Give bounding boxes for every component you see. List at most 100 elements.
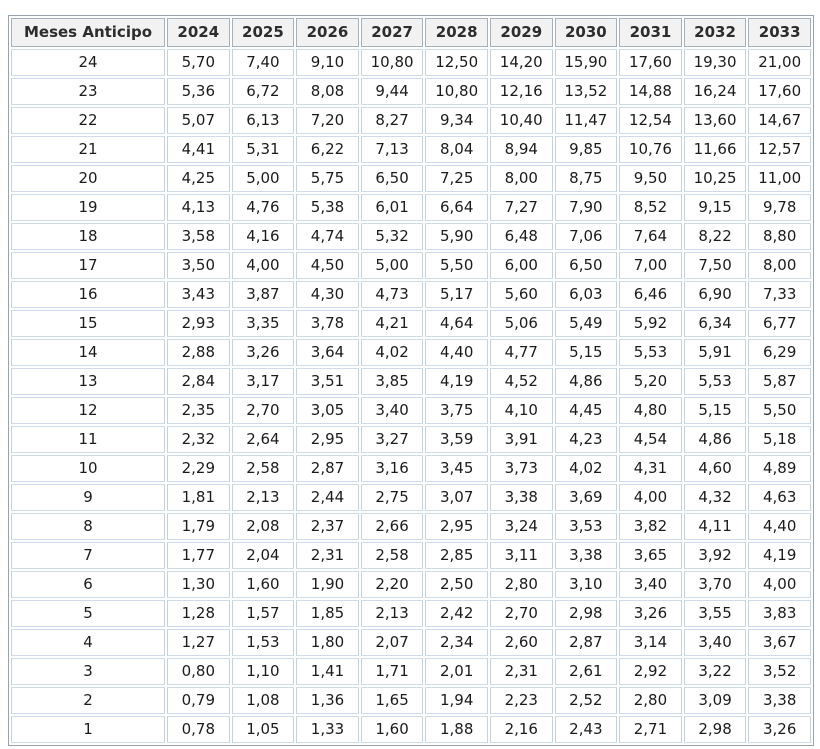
- value-cell: 14,20: [489, 49, 553, 76]
- value-cell: 9,85: [554, 136, 618, 163]
- value-cell: 2,58: [360, 542, 424, 569]
- value-cell: 0,78: [167, 716, 230, 743]
- value-cell: 12,50: [425, 49, 488, 76]
- value-cell: 9,15: [683, 194, 747, 221]
- value-cell: 4,16: [231, 223, 295, 250]
- table-row: 5 1,28 1,57 1,85 2,13 2,42 2,70 2,98 3,26 3,55 3,8…: [11, 600, 811, 627]
- value-cell: 1,28: [167, 600, 230, 627]
- value-cell: 4,52: [489, 368, 553, 395]
- value-cell: 4,31: [619, 455, 682, 482]
- value-cell: 1,85: [296, 600, 359, 627]
- value-cell: 1,36: [296, 687, 359, 714]
- value-cell: 3,83: [748, 600, 811, 627]
- value-cell: 2,50: [425, 571, 488, 598]
- value-cell: 3,43: [167, 281, 230, 308]
- value-cell: 6,34: [683, 310, 747, 337]
- table-row: 11 2,32 2,64 2,95 3,27 3,59 3,91 4,23 4,54 4,86 5,…: [11, 426, 811, 453]
- value-cell: 2,60: [489, 629, 553, 656]
- value-cell: 12,16: [489, 78, 553, 105]
- value-cell: 3,07: [425, 484, 488, 511]
- value-cell: 4,41: [167, 136, 230, 163]
- value-cell: 2,32: [167, 426, 230, 453]
- value-cell: 5,17: [425, 281, 488, 308]
- value-cell: 3,65: [619, 542, 682, 569]
- value-cell: 5,36: [167, 78, 230, 105]
- value-cell: 5,49: [554, 310, 618, 337]
- value-cell: 6,03: [554, 281, 618, 308]
- value-cell: 3,73: [489, 455, 553, 482]
- value-cell: 5,60: [489, 281, 553, 308]
- table-row: 17 3,50 4,00 4,50 5,00 5,50 6,00 6,50 7,00 7,50 8,…: [11, 252, 811, 279]
- value-cell: 2,23: [489, 687, 553, 714]
- value-cell: 4,40: [748, 513, 811, 540]
- value-cell: 2,07: [360, 629, 424, 656]
- value-cell: 2,58: [231, 455, 295, 482]
- value-cell: 3,51: [296, 368, 359, 395]
- value-cell: 3,64: [296, 339, 359, 366]
- row-label-meses: 2: [11, 687, 165, 714]
- value-cell: 4,74: [296, 223, 359, 250]
- value-cell: 3,26: [619, 600, 682, 627]
- value-cell: 2,35: [167, 397, 230, 424]
- table-row: 4 1,27 1,53 1,80 2,07 2,34 2,60 2,87 3,14 3,40 3,6…: [11, 629, 811, 656]
- value-cell: 2,80: [489, 571, 553, 598]
- value-cell: 12,54: [619, 107, 682, 134]
- value-cell: 2,42: [425, 600, 488, 627]
- value-cell: 4,50: [296, 252, 359, 279]
- value-cell: 2,52: [554, 687, 618, 714]
- value-cell: 4,77: [489, 339, 553, 366]
- value-cell: 17,60: [619, 49, 682, 76]
- value-cell: 2,13: [231, 484, 295, 511]
- value-cell: 3,78: [296, 310, 359, 337]
- value-cell: 21,00: [748, 49, 811, 76]
- value-cell: 4,40: [425, 339, 488, 366]
- meses-anticipo-table: Meses Anticipo 2024 2025 2026 2027 2028 2029 20…: [8, 15, 814, 746]
- value-cell: 3,26: [748, 716, 811, 743]
- row-label-meses: 18: [11, 223, 165, 250]
- value-cell: 3,26: [231, 339, 295, 366]
- value-cell: 6,48: [489, 223, 553, 250]
- value-cell: 5,00: [360, 252, 424, 279]
- value-cell: 2,31: [296, 542, 359, 569]
- value-cell: 4,32: [683, 484, 747, 511]
- value-cell: 5,38: [296, 194, 359, 221]
- column-header-year: 2029: [489, 18, 553, 47]
- value-cell: 9,34: [425, 107, 488, 134]
- row-label-meses: 4: [11, 629, 165, 656]
- value-cell: 0,80: [167, 658, 230, 685]
- value-cell: 8,00: [748, 252, 811, 279]
- value-cell: 3,92: [683, 542, 747, 569]
- value-cell: 9,10: [296, 49, 359, 76]
- table-row: 2 0,79 1,08 1,36 1,65 1,94 2,23 2,52 2,80 3,09 3,3…: [11, 687, 811, 714]
- value-cell: 3,16: [360, 455, 424, 482]
- value-cell: 10,80: [360, 49, 424, 76]
- value-cell: 2,75: [360, 484, 424, 511]
- table-row: 12 2,35 2,70 3,05 3,40 3,75 4,10 4,45 4,80 5,15 5,…: [11, 397, 811, 424]
- value-cell: 6,72: [231, 78, 295, 105]
- value-cell: 3,14: [619, 629, 682, 656]
- value-cell: 3,59: [425, 426, 488, 453]
- value-cell: 6,13: [231, 107, 295, 134]
- value-cell: 3,40: [619, 571, 682, 598]
- value-cell: 2,71: [619, 716, 682, 743]
- value-cell: 3,45: [425, 455, 488, 482]
- row-label-meses: 15: [11, 310, 165, 337]
- value-cell: 2,66: [360, 513, 424, 540]
- value-cell: 1,05: [231, 716, 295, 743]
- value-cell: 1,60: [231, 571, 295, 598]
- value-cell: 2,08: [231, 513, 295, 540]
- value-cell: 8,80: [748, 223, 811, 250]
- value-cell: 1,33: [296, 716, 359, 743]
- value-cell: 3,40: [683, 629, 747, 656]
- value-cell: 5,92: [619, 310, 682, 337]
- row-label-meses: 14: [11, 339, 165, 366]
- value-cell: 2,13: [360, 600, 424, 627]
- value-cell: 11,66: [683, 136, 747, 163]
- value-cell: 1,30: [167, 571, 230, 598]
- value-cell: 1,77: [167, 542, 230, 569]
- value-cell: 2,29: [167, 455, 230, 482]
- value-cell: 2,04: [231, 542, 295, 569]
- row-label-meses: 3: [11, 658, 165, 685]
- value-cell: 8,00: [489, 165, 553, 192]
